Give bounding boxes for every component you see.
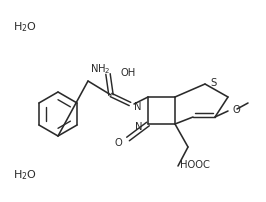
Text: O: O [114, 137, 122, 147]
Text: O: O [233, 104, 241, 115]
Text: NH$_2$: NH$_2$ [90, 62, 110, 76]
Text: S: S [210, 78, 216, 87]
Text: H$_2$O: H$_2$O [13, 167, 37, 181]
Text: N: N [135, 121, 143, 131]
Text: H$_2$O: H$_2$O [13, 20, 37, 34]
Text: N: N [134, 101, 142, 112]
Text: OH: OH [121, 68, 136, 78]
Text: HOOC: HOOC [180, 159, 210, 169]
